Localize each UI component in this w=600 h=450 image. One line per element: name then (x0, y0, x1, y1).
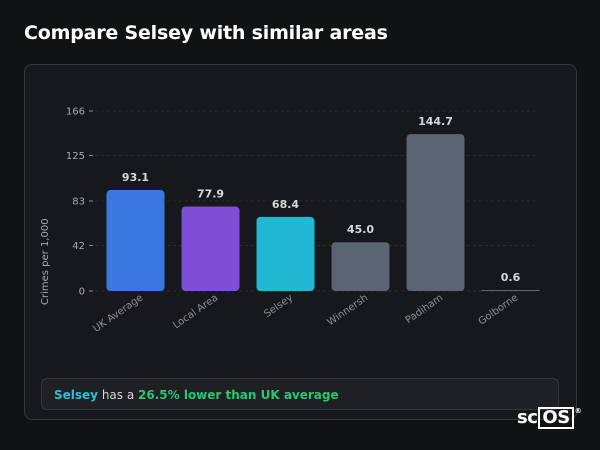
bar-winnersh (331, 242, 390, 291)
data-label: 144.7 (418, 115, 453, 128)
data-label: 0.6 (501, 271, 521, 284)
y-tick-label: 0 (79, 287, 85, 298)
x-tick-label: Padiham (404, 292, 446, 326)
summary-stat: 26.5% lower than UK average (138, 388, 339, 402)
x-tick-label: Selsey (262, 292, 295, 320)
scos-logo: sc OS ® (517, 407, 582, 429)
bar-local-area (181, 206, 240, 291)
bar-selsey (256, 216, 315, 291)
y-tick-label: 83 (72, 197, 85, 208)
bar-golborne (481, 290, 540, 291)
comparison-summary: Selsey has a 26.5% lower than UK average (41, 378, 559, 410)
x-tick-label: Local Area (171, 292, 220, 331)
chart-card: Crimes per 1,000 0 42 83 125 166 93.1 UK Avera… (24, 64, 577, 420)
bar-padiham (406, 134, 465, 291)
y-tick-label: 125 (66, 151, 85, 162)
bar-chart: 0 42 83 125 166 93.1 UK Average 77.9 Local Area 6… (66, 107, 540, 335)
page-title: Compare Selsey with similar areas (24, 22, 388, 44)
data-label: 93.1 (122, 171, 149, 184)
bar-uk-average (106, 190, 165, 291)
summary-place: Selsey (54, 388, 98, 402)
data-label: 77.9 (197, 188, 224, 201)
x-tick-label: Winnersh (325, 292, 370, 328)
summary-connector: has a (98, 388, 139, 402)
logo-registered-mark: ® (574, 407, 582, 415)
data-label: 45.0 (347, 223, 374, 236)
logo-box: OS (538, 407, 574, 429)
x-tick-label: Golborne (477, 292, 521, 327)
y-tick-label: 42 (72, 241, 85, 252)
y-tick-label: 166 (66, 107, 85, 118)
logo-prefix: sc (517, 407, 538, 428)
x-tick-label: UK Average (91, 292, 145, 334)
data-label: 68.4 (272, 198, 299, 211)
